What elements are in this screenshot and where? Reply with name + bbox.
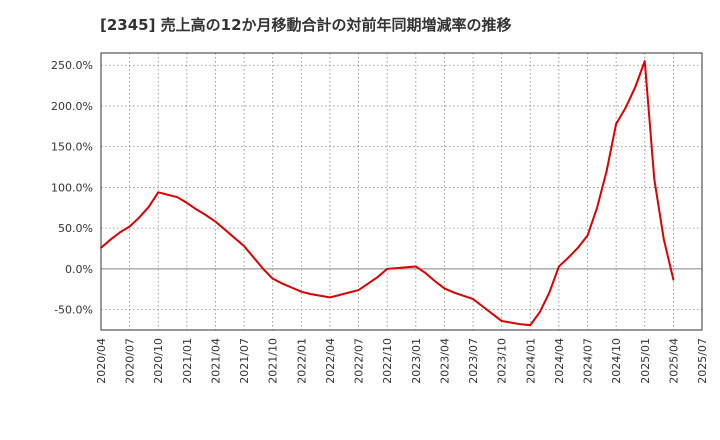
x-tick-label: 2025/01: [639, 338, 652, 384]
x-tick-label: 2021/07: [238, 338, 251, 384]
x-tick-label: 2021/01: [181, 338, 194, 384]
x-tick-label: 2024/01: [524, 338, 537, 384]
x-tick-label: 2022/07: [353, 338, 366, 384]
x-tick-label: 2021/04: [209, 338, 222, 384]
x-tick-label: 2022/04: [324, 338, 337, 384]
x-tick-label: 2023/04: [438, 338, 451, 384]
x-tick-label: 2024/10: [610, 338, 623, 384]
y-tick-label: 250.0%: [51, 59, 93, 72]
chart-title: [2345] 売上高の12か月移動合計の対前年同期増減率の推移: [100, 16, 512, 34]
x-tick-label: 2020/10: [152, 338, 165, 384]
x-tick-label: 2023/07: [467, 338, 480, 384]
x-tick-label: 2025/07: [696, 338, 709, 384]
x-tick-label: 2022/10: [381, 338, 394, 384]
x-tick-label: 2022/01: [295, 338, 308, 384]
x-tick-label: 2023/01: [410, 338, 423, 384]
x-tick-label: 2025/04: [667, 338, 680, 384]
plot-frame: [100, 52, 703, 331]
x-tick-label: 2024/07: [582, 338, 595, 384]
series-line: [100, 60, 675, 327]
x-tick-label: 2020/07: [124, 338, 137, 384]
y-tick-label: 200.0%: [51, 100, 93, 113]
y-tick-label: 150.0%: [51, 141, 93, 154]
x-tick-label: 2021/10: [267, 338, 280, 384]
x-tick-label: 2020/04: [95, 338, 108, 384]
y-tick-label: 100.0%: [51, 181, 93, 194]
plot-area: [101, 53, 702, 330]
x-tick-label: 2023/10: [496, 338, 509, 384]
y-tick-label: -50.0%: [54, 304, 93, 317]
y-tick-label: 0.0%: [65, 263, 93, 276]
y-tick-label: 50.0%: [58, 222, 93, 235]
x-tick-label: 2024/04: [553, 338, 566, 384]
